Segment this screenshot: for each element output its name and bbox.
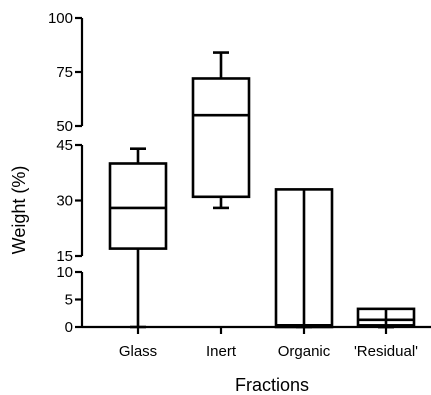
x-tick-label: Glass <box>119 343 157 360</box>
y-tick-label: 50 <box>56 118 73 135</box>
y-tick-label: 100 <box>48 10 73 27</box>
y-tick-label: 45 <box>56 137 73 154</box>
box-4 <box>356 307 416 329</box>
interquartile-box <box>108 162 168 250</box>
interquartile-box <box>274 188 334 329</box>
x-tick-label: Inert <box>206 343 237 360</box>
x-tick-label: Organic <box>278 343 331 360</box>
boxes <box>108 51 416 329</box>
x-axis: Glass Inert Organic 'Residual' <box>82 325 431 360</box>
y-axis: 50 75 100 15 30 45 0 5 10 <box>48 10 84 336</box>
x-tick-label: 'Residual' <box>354 343 418 360</box>
box-2 <box>191 51 251 210</box>
y-axis-title: Weight (%) <box>9 166 29 255</box>
y-tick-label: 15 <box>56 248 73 265</box>
interquartile-box <box>191 77 251 199</box>
x-axis-title: Fractions <box>235 375 309 395</box>
y-tick-label: 0 <box>65 319 73 336</box>
y-tick-label: 30 <box>56 193 73 210</box>
box-3 <box>274 188 334 329</box>
box-1 <box>108 147 168 329</box>
y-tick-label: 75 <box>56 64 73 81</box>
y-tick-label: 5 <box>65 292 73 309</box>
y-tick-label: 10 <box>56 264 73 281</box>
